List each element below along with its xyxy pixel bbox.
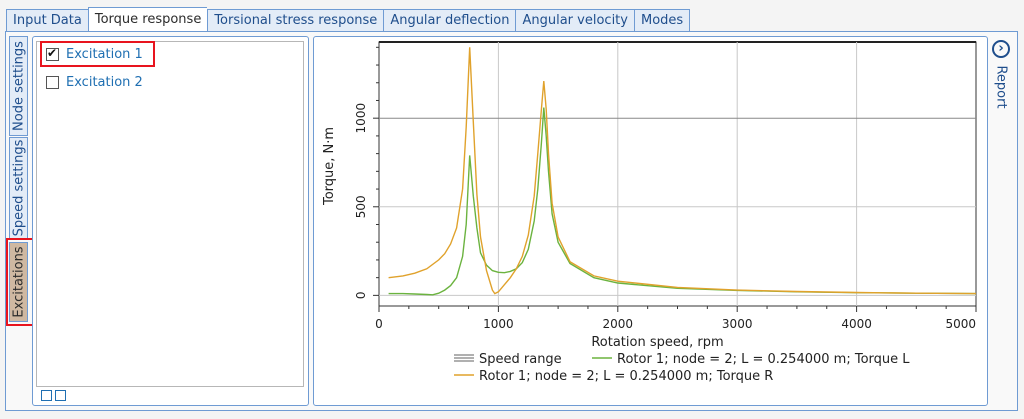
report-label[interactable]: Report (990, 62, 1012, 112)
side-tab-speed-settings-label: Speed settings (11, 139, 26, 237)
x-tick-label: 3000 (722, 317, 753, 331)
x-tick-label: 4000 (841, 317, 872, 331)
series-line-torque-l (388, 107, 977, 296)
y-tick-label: 500 (354, 195, 368, 218)
check-all-icon[interactable] (41, 390, 52, 401)
checkbox-unchecked-icon (46, 75, 59, 89)
tab-modes[interactable]: Modes (633, 9, 691, 32)
y-axis-label: Torque, N·m (322, 127, 337, 206)
x-tick-label: 5000 (945, 317, 976, 331)
tab-bar: Input Data Torque response Torsional str… (6, 7, 691, 33)
excitation-1-label: Excitation 1 (66, 46, 143, 62)
legend-label-speed-range: Speed range (479, 352, 562, 367)
copy-icon[interactable] (55, 390, 66, 401)
y-tick-label: 1000 (354, 103, 368, 134)
torque-response-chart[interactable]: 0 1000 2000 3000 4000 5000 0 500 1000 Rotation sp… (313, 36, 988, 406)
x-tick-label: 1000 (483, 317, 514, 331)
excitations-list (36, 41, 304, 387)
excitation-1-checkbox[interactable]: Excitation 1 (46, 45, 143, 63)
tab-angular-deflection[interactable]: Angular deflection (383, 9, 516, 32)
tab-torsional-stress-response[interactable]: Torsional stress response (207, 9, 384, 32)
side-tab-speed-settings[interactable]: Speed settings (9, 137, 28, 239)
report-expand-button[interactable]: › (992, 40, 1010, 58)
excitation-1-highlight (40, 41, 155, 67)
x-tick-label: 0 (375, 317, 383, 331)
x-tick-label: 2000 (603, 317, 634, 331)
checkbox-checked-icon (46, 46, 59, 61)
tab-input-data[interactable]: Input Data (6, 9, 88, 32)
tab-angular-velocity[interactable]: Angular velocity (515, 9, 634, 32)
legend-label-torque-r: Rotor 1; node = 2; L = 0.254000 m; Torqu… (479, 369, 773, 384)
tab-torque-response[interactable]: Torque response (87, 7, 208, 33)
series-line-torque-r (388, 47, 977, 295)
x-axis-label: Rotation speed, rpm (591, 335, 723, 350)
excitation-2-checkbox[interactable]: Excitation 2 (46, 73, 143, 91)
y-tick-label: 0 (354, 292, 368, 300)
side-tab-excitations[interactable]: Excitations (9, 242, 28, 322)
side-tab-node-settings[interactable]: Node settings (9, 36, 28, 136)
plot-area (378, 41, 977, 307)
legend-label-torque-l: Rotor 1; node = 2; L = 0.254000 m; Torqu… (617, 352, 910, 367)
side-tab-node-settings-label: Node settings (11, 41, 26, 131)
report-label-text: Report (993, 65, 1009, 109)
excitation-2-label: Excitation 2 (66, 74, 143, 90)
